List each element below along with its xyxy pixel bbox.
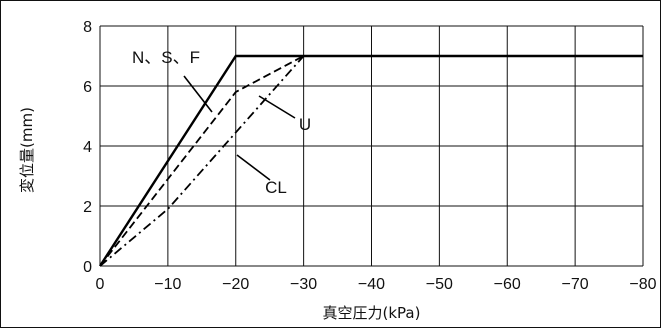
grid xyxy=(99,25,644,267)
y-tick-label: 6 xyxy=(83,79,92,96)
x-tick-label: −20 xyxy=(222,276,249,293)
x-tick-label: −40 xyxy=(358,276,385,293)
y-tick-label: 4 xyxy=(83,139,92,156)
y-tick-label: 0 xyxy=(83,259,92,276)
x-tick-label: −80 xyxy=(629,276,656,293)
x-tick-label: 0 xyxy=(96,276,105,293)
annotation-label: N、S、F xyxy=(132,48,200,67)
annotation-label: CL xyxy=(265,178,287,197)
x-tick-label: −60 xyxy=(494,276,521,293)
x-tick-label: −10 xyxy=(154,276,181,293)
series-line xyxy=(99,55,643,267)
y-tick-label: 8 xyxy=(83,19,92,36)
annotation-leader xyxy=(183,75,213,113)
x-tick-label: −30 xyxy=(290,276,317,293)
series-layer xyxy=(98,54,643,267)
annotation-label: U xyxy=(299,115,311,134)
series-line xyxy=(99,55,643,267)
y-axis-title: 変位量(mm) xyxy=(18,107,36,193)
x-axis-title: 真空圧力(kPa) xyxy=(323,304,421,322)
annotation-leader xyxy=(258,95,296,119)
x-tick-label: −50 xyxy=(426,276,453,293)
annotation-leader xyxy=(236,154,271,181)
annotations: N、S、F U CL xyxy=(132,48,311,197)
annotation-leaders xyxy=(183,75,296,181)
y-tick-label: 2 xyxy=(83,199,92,216)
x-tick-label: −70 xyxy=(562,276,589,293)
tick-labels: 0 −10 −20 −30 −40 −50 −60 −70 −80 0 2 4 6 8 xyxy=(83,19,657,293)
